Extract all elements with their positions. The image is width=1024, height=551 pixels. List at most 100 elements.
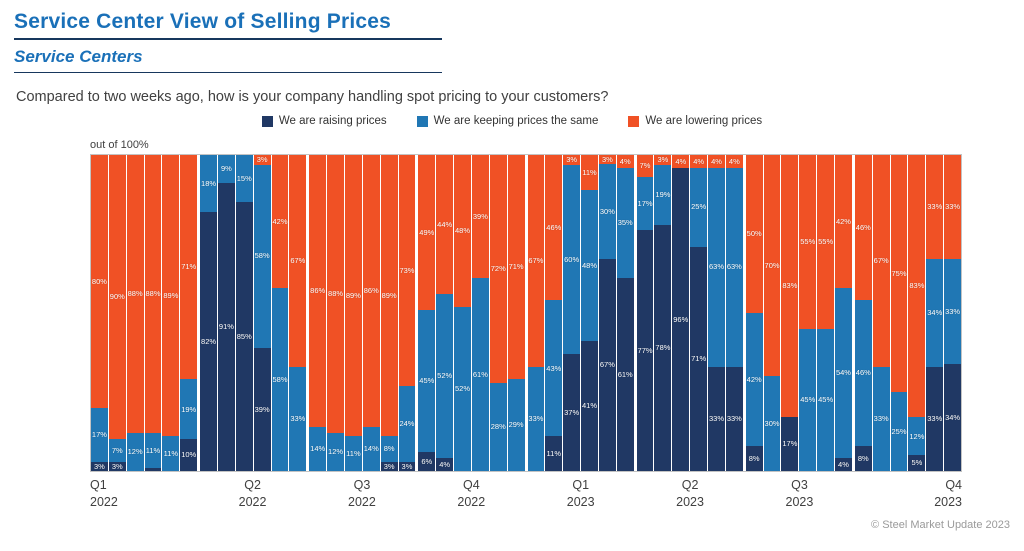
segment-value-label: 3%	[256, 155, 268, 165]
segment-value-label: 71%	[508, 262, 524, 272]
segment-value-label: 33%	[927, 414, 943, 424]
x-axis-label-year: 2023	[676, 494, 704, 509]
x-axis: Q1 2022 Q2 2022 Q3 2022 Q4 2022 Q1 2023 Q2 2023 Q3 20…	[90, 477, 962, 511]
bar-segment-keeping: 29%	[507, 379, 525, 471]
segment-value-label: 11%	[346, 448, 361, 458]
bar-segment-lowering: 86%	[309, 155, 327, 427]
bar-segment-lowering: 4%	[690, 155, 708, 168]
bar-segment-lowering: 75%	[890, 155, 908, 392]
bar-segment-keeping: 28%	[489, 382, 507, 471]
bar-segment-lowering: 3%	[654, 155, 672, 165]
bar-segment-keeping: 24%	[398, 385, 416, 462]
quarter-group: 3% 17% 80% 3% 7% 90% 12% 88% 11% 88% 11% 89% 10% 19% 7…	[91, 155, 198, 471]
bar-segment-lowering: 4%	[616, 155, 634, 168]
segment-value-label: 80%	[91, 276, 107, 286]
segment-value-label: 63%	[708, 262, 724, 272]
segment-value-label: 33%	[873, 414, 889, 424]
stacked-bar: 61% 35% 4%	[616, 155, 634, 471]
quarter-group: 82% 18% 91% 9% 85% 15% 39% 58% 3% 58% 42% 33% 67%	[200, 155, 307, 471]
bar-segment-lowering: 71%	[180, 155, 198, 380]
bar-segment-keeping: 60%	[563, 164, 581, 355]
segment-value-label: 63%	[726, 262, 742, 272]
segment-value-label: 33%	[708, 414, 724, 424]
bar-segment-raising: 4%	[436, 458, 454, 471]
bar-segment-keeping: 52%	[454, 306, 471, 471]
segment-value-label: 78%	[655, 343, 671, 353]
bar-segment-raising: 91%	[217, 183, 235, 471]
stacked-bar: 12% 88%	[126, 155, 144, 471]
bar-segment-keeping: 25%	[690, 167, 708, 247]
bar-segment-lowering: 44%	[436, 155, 454, 295]
bar-segment-keeping: 8%	[380, 436, 398, 462]
bar-segment-keeping: 58%	[271, 287, 289, 471]
bar-segment-lowering: 4%	[725, 155, 743, 168]
bar-segment-raising: 8%	[745, 445, 763, 471]
bar-segment-raising: 5%	[908, 455, 926, 471]
bar-segment-keeping: 33%	[944, 259, 962, 364]
segment-value-label: 19%	[655, 189, 671, 199]
segment-value-label: 4%	[693, 156, 705, 166]
bar-segment-raising: 77%	[636, 230, 654, 471]
stacked-bar: 85% 15%	[235, 155, 253, 471]
segment-value-label: 12%	[127, 447, 143, 457]
bar-segment-raising: 33%	[926, 366, 944, 471]
bar-segment-lowering: 46%	[545, 155, 563, 301]
bar-segment-raising	[144, 467, 162, 471]
bar-segment-keeping: 45%	[799, 328, 817, 471]
stacked-bar: 45% 55%	[799, 155, 817, 471]
segment-value-label: 39%	[254, 404, 270, 414]
bar-segment-keeping: 19%	[180, 379, 198, 440]
stacked-bar: 33% 67%	[289, 155, 307, 471]
x-axis-label-year: 2023	[566, 494, 595, 509]
segment-value-label: 33%	[927, 202, 943, 212]
segment-value-label: 67%	[599, 360, 615, 370]
legend-item: We are keeping prices the same	[416, 115, 598, 127]
legend-label: We are raising prices	[278, 115, 387, 127]
stacked-bar: 11% 89%	[162, 155, 180, 471]
stacked-bar: 33% 63% 4%	[725, 155, 743, 471]
bar-segment-raising: 37%	[563, 354, 581, 471]
segment-value-label: 67%	[528, 256, 544, 266]
bar-segment-lowering: 71%	[507, 155, 525, 380]
stacked-bar: 52% 48%	[454, 155, 471, 471]
legend-swatch-icon	[628, 115, 640, 127]
bar-segment-keeping: 12%	[327, 433, 344, 471]
segment-value-label: 12%	[909, 431, 925, 441]
plot-area: 3% 17% 80% 3% 7% 90% 12% 88% 11% 88% 11% 89% 10% 19% 7…	[90, 154, 962, 472]
segment-value-label: 33%	[726, 414, 742, 424]
bar-segment-lowering: 48%	[454, 155, 471, 307]
stacked-bar: 6% 45% 49%	[418, 155, 436, 471]
quarter-group: 77% 17% 7% 78% 19% 3% 96% 4% 71% 25% 4% 33% 63% 4% 33%…	[636, 155, 743, 471]
segment-value-label: 28%	[490, 422, 506, 432]
bar-segment-keeping: 34%	[926, 259, 944, 367]
segment-value-label: 55%	[818, 237, 834, 247]
bar-segment-raising: 82%	[200, 211, 217, 471]
segment-value-label: 54%	[835, 368, 851, 378]
stacked-bar: 3% 17% 80%	[91, 155, 108, 471]
bar-segment-lowering: 70%	[763, 155, 781, 377]
segment-value-label: 14%	[363, 444, 379, 454]
stacked-bar: 91% 9%	[217, 155, 235, 471]
segment-value-label: 58%	[272, 374, 288, 384]
bar-segment-keeping: 18%	[200, 155, 217, 212]
segment-value-label: 43%	[546, 363, 562, 373]
segment-value-label: 48%	[455, 226, 471, 236]
x-axis-label-year: 2022	[457, 494, 486, 509]
x-axis-label: Q4 2022	[418, 477, 524, 511]
bar-segment-keeping: 11%	[162, 436, 180, 471]
bar-segment-raising: 33%	[708, 366, 725, 471]
bar-segment-lowering: 39%	[471, 155, 489, 279]
bar-segment-raising: 96%	[672, 167, 690, 471]
page-title: Service Center View of Selling Prices	[14, 10, 392, 33]
segment-value-label: 45%	[419, 376, 435, 386]
stacked-bar: 30% 70%	[763, 155, 781, 471]
bar-segment-keeping: 45%	[817, 328, 835, 471]
bar-segment-keeping: 9%	[217, 155, 235, 184]
x-axis-label-year: 2022	[238, 494, 267, 509]
bar-segment-keeping: 30%	[598, 164, 616, 260]
bar-segment-keeping: 15%	[235, 155, 253, 203]
segment-value-label: 83%	[782, 281, 798, 291]
bar-segment-keeping: 25%	[890, 392, 908, 471]
segment-value-label: 45%	[818, 395, 834, 405]
